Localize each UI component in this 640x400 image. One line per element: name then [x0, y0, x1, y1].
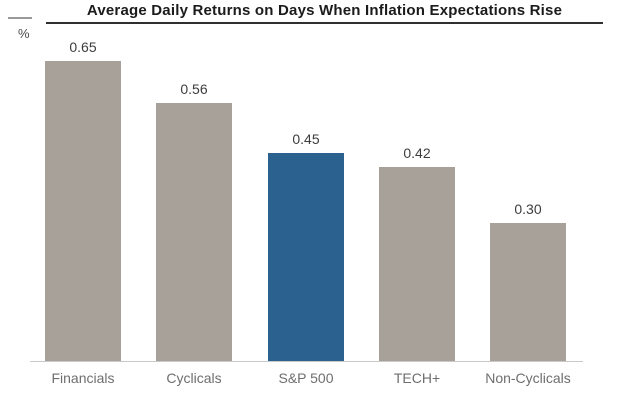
bar-value-label-tech: 0.42 [403, 145, 431, 161]
bar-cyclicals [156, 103, 232, 361]
bar-value-label-s-p-500: 0.45 [292, 131, 320, 147]
y-axis-unit-label: % [18, 26, 30, 41]
x-axis-label-cyclicals: Cyclicals [166, 370, 222, 386]
bar-s-p-500 [268, 153, 344, 361]
x-axis-label-tech: TECH+ [393, 370, 441, 386]
top-left-tick-line [8, 17, 32, 19]
x-axis-baseline [30, 361, 583, 362]
bar-non-cyclicals [490, 223, 566, 361]
x-axis-label-s-p-500: S&P 500 [278, 370, 334, 386]
bar-value-label-cyclicals: 0.56 [180, 81, 208, 97]
bar-financials [45, 61, 121, 361]
bar-value-label-financials: 0.65 [69, 39, 97, 55]
bar-value-label-non-cyclicals: 0.30 [514, 201, 542, 217]
bar-tech [379, 167, 455, 361]
x-axis-label-financials: Financials [51, 370, 115, 386]
chart-title: Average Daily Returns on Days When Infla… [46, 0, 603, 24]
x-axis-label-non-cyclicals: Non-Cyclicals [485, 370, 571, 386]
